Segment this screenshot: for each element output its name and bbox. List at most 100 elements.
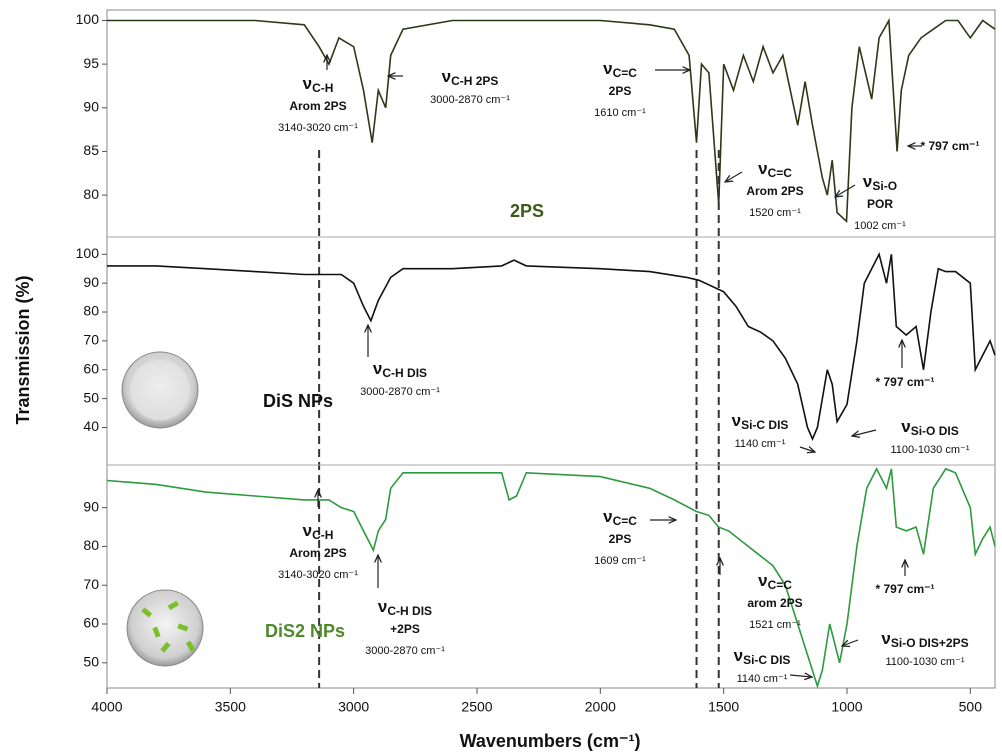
- annotation-header: νC-H: [303, 521, 334, 542]
- annotation-symbol: ν: [758, 571, 767, 590]
- annotation-line: Arom 2PS: [289, 546, 346, 560]
- y-tick-label: 60: [83, 360, 99, 376]
- y-tick-label: 95: [83, 55, 99, 71]
- y-tick-label: 50: [83, 389, 99, 405]
- annotation-subscript: C=C: [613, 66, 638, 80]
- y-tick-label: 80: [83, 303, 99, 319]
- annotation-header: νSi-O DIS: [901, 417, 958, 438]
- y-axis-title: Transmission (%): [13, 275, 33, 424]
- annotation-subscript: C-H: [312, 81, 333, 95]
- annotation-symbol: ν: [732, 411, 741, 430]
- annotation-line: 1100-1030 cm⁻¹: [891, 444, 970, 456]
- annotation-symbol: ν: [373, 359, 382, 378]
- y-tick-label: 85: [83, 142, 99, 158]
- annotation-symbol: ν: [881, 629, 890, 648]
- annotation-line: 3000-2870 cm⁻¹: [360, 386, 440, 398]
- series-label: 2PS: [510, 201, 544, 221]
- annotation-subscript: Si-O DIS+2PS: [891, 636, 969, 650]
- y-tick-label: 50: [83, 653, 99, 669]
- spectrum: [107, 17, 996, 224]
- annotation: * 797 cm⁻¹: [875, 582, 934, 596]
- annotation-line: 3140-3020 cm⁻¹: [278, 569, 358, 581]
- annotation-symbol: ν: [603, 59, 612, 78]
- annotation-header: νC=C: [758, 159, 792, 180]
- annotation-arrow: [799, 447, 815, 452]
- annotation-line: Arom 2PS: [746, 184, 803, 198]
- annotation-line: 3000-2870 cm⁻¹: [365, 645, 445, 657]
- y-tick-label: 100: [76, 245, 100, 261]
- y-tick-label: 90: [83, 274, 99, 290]
- spectrum: [107, 252, 996, 442]
- annotation-arrow: [725, 171, 743, 182]
- y-tick-label: 60: [83, 615, 99, 631]
- y-tick-label: 90: [83, 98, 99, 114]
- annotation-symbol: ν: [378, 597, 387, 616]
- annotation-subscript: C-H DIS: [382, 366, 427, 380]
- annotation-symbol: ν: [603, 507, 612, 526]
- x-tick-label: 2500: [461, 699, 492, 715]
- annotation-line: 1520 cm⁻¹: [749, 207, 801, 219]
- annotation-line: 2PS: [609, 84, 632, 98]
- annotation-subscript: C-H DIS: [387, 604, 432, 618]
- annotation-line: arom 2PS: [747, 596, 802, 610]
- annotation-line: POR: [867, 197, 893, 211]
- y-tick-label: 70: [83, 332, 99, 348]
- y-tick-label: 40: [83, 418, 99, 434]
- annotation-line: 1002 cm⁻¹: [854, 220, 906, 232]
- dis2-icon: [126, 589, 204, 667]
- annotation-header: νC=C: [758, 571, 792, 592]
- annotation-line: 1609 cm⁻¹: [594, 555, 646, 567]
- y-tick-label: 70: [83, 576, 99, 592]
- series-label: DiS2 NPs: [265, 621, 345, 641]
- annotation-header: νC=C: [603, 59, 637, 80]
- y-tick-label: 80: [83, 537, 99, 553]
- spectrum: [106, 467, 996, 689]
- annotation-header: νSi-O: [863, 172, 897, 193]
- annotation-subscript: C=C: [768, 578, 793, 592]
- annotation-arrow: [789, 675, 812, 677]
- annotation-line: 1140 cm⁻¹: [735, 438, 786, 450]
- annotation-symbol: ν: [734, 646, 743, 665]
- x-tick-label: 4000: [91, 699, 122, 715]
- annotation-line: 2PS: [609, 532, 632, 546]
- annotation-arrow: [835, 184, 856, 197]
- annotation-header: νSi-O DIS+2PS: [881, 629, 968, 650]
- annotation-line: 1100-1030 cm⁻¹: [886, 656, 965, 668]
- x-tick-label: 1000: [831, 699, 862, 715]
- annotation-header: νC-H: [303, 74, 334, 95]
- x-tick-label: 3000: [338, 699, 369, 715]
- plot-frame: [106, 9, 996, 689]
- annotation-header: νC-H DIS: [378, 597, 432, 618]
- annotation: * 797 cm⁻¹: [875, 375, 934, 389]
- annotation-line: +2PS: [390, 622, 420, 636]
- annotation-header: νSi-C DIS: [732, 411, 789, 432]
- annotation-symbol: ν: [863, 172, 872, 191]
- annotation-line: 1521 cm⁻¹: [749, 619, 801, 631]
- annotation-header: νSi-C DIS: [734, 646, 791, 667]
- annotation-subscript: Si-O: [872, 179, 897, 193]
- x-tick-label: 3500: [215, 699, 246, 715]
- annotation-subscript: C=C: [613, 514, 638, 528]
- x-tick-label: 2000: [585, 699, 616, 715]
- x-axis-title: Wavenumbers (cm⁻¹): [460, 731, 641, 751]
- y-tick-label: 100: [76, 11, 100, 27]
- annotation: * 797 cm⁻¹: [920, 139, 979, 153]
- annotation-line: 1610 cm⁻¹: [594, 107, 646, 119]
- annotation-line: 1140 cm⁻¹: [737, 673, 788, 685]
- annotation-header: νC=C: [603, 507, 637, 528]
- annotation-subscript: C-H: [312, 528, 333, 542]
- annotation-subscript: Si-C DIS: [743, 653, 790, 667]
- annotation-line: Arom 2PS: [289, 99, 346, 113]
- annotation-header: νC-H 2PS: [442, 67, 499, 88]
- annotation-line: 3140-3020 cm⁻¹: [278, 122, 358, 134]
- annotation-arrow: [852, 429, 877, 436]
- x-tick-label: 500: [959, 699, 983, 715]
- series-label: DiS NPs: [263, 391, 333, 411]
- annotation-line: 3000-2870 cm⁻¹: [430, 94, 510, 106]
- annotation-subscript: C-H 2PS: [451, 74, 498, 88]
- y-tick-label: 90: [83, 498, 99, 514]
- annotation-symbol: ν: [901, 417, 910, 436]
- x-tick-label: 1500: [708, 699, 739, 715]
- annotation-symbol: ν: [442, 67, 451, 86]
